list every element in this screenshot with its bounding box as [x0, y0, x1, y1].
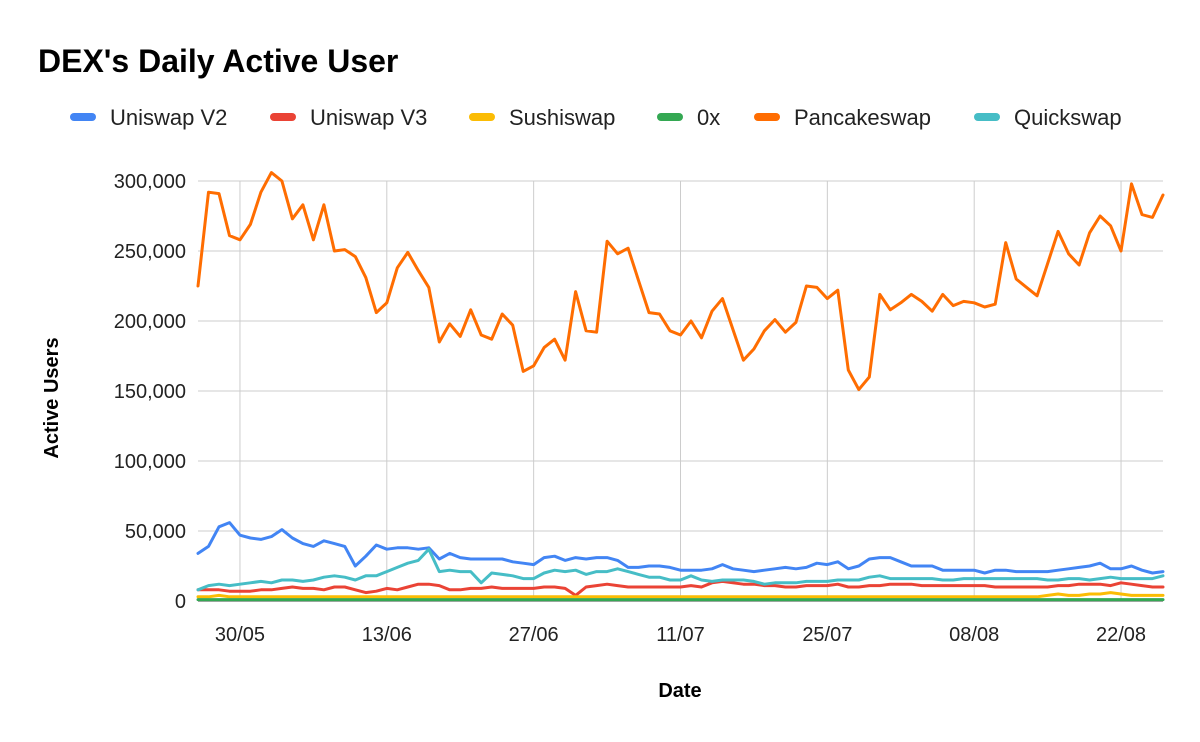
- y-tick-label: 250,000: [114, 241, 186, 263]
- legend-swatch: [270, 113, 296, 121]
- series-line-quickswap: [196, 547, 1165, 592]
- y-tick-label: 200,000: [114, 311, 186, 333]
- legend-swatch: [974, 113, 1000, 121]
- legend: Uniswap V2 Uniswap V3 Sushiswap 0x Pancakesw…: [70, 105, 1122, 130]
- y-axis-ticks: 0 50,000 100,000 150,000 200,000 250,000 300,0…: [114, 171, 186, 613]
- legend-label: Uniswap V2: [110, 105, 227, 130]
- y-tick-label: 150,000: [114, 381, 186, 403]
- x-tick-label: 27/06: [509, 624, 559, 646]
- series-line-uniswap-v3: [196, 579, 1165, 597]
- legend-label: Quickswap: [1014, 105, 1122, 130]
- y-tick-label: 100,000: [114, 451, 186, 473]
- x-axis-title: Date: [658, 680, 701, 702]
- legend-label: Pancakeswap: [794, 105, 931, 130]
- legend-swatch: [754, 113, 780, 121]
- series-line-uniswap-v2: [196, 521, 1165, 575]
- legend-label: 0x: [697, 105, 720, 130]
- legend-swatch: [469, 113, 495, 121]
- y-tick-label: 300,000: [114, 171, 186, 193]
- x-tick-label: 08/08: [949, 624, 999, 646]
- x-tick-label: 25/07: [802, 624, 852, 646]
- series-lines: [196, 171, 1165, 602]
- x-tick-label: 30/05: [215, 624, 265, 646]
- legend-swatch: [70, 113, 96, 121]
- x-tick-label: 22/08: [1096, 624, 1146, 646]
- series-line-sushiswap: [196, 591, 1165, 599]
- y-axis-title: Active Users: [41, 337, 63, 458]
- legend-label: Sushiswap: [509, 105, 615, 130]
- x-tick-label: 11/07: [656, 624, 705, 646]
- x-axis-ticks: 30/05 13/06 27/06 11/07 25/07 08/08 22/08: [215, 624, 1146, 646]
- legend-swatch: [657, 113, 683, 121]
- series-line-pancakeswap: [196, 171, 1165, 392]
- legend-label: Uniswap V3: [310, 105, 427, 130]
- y-tick-label: 0: [175, 591, 186, 613]
- chart-title: DEX's Daily Active User: [38, 43, 398, 79]
- y-tick-label: 50,000: [125, 521, 186, 543]
- x-tick-label: 13/06: [362, 624, 412, 646]
